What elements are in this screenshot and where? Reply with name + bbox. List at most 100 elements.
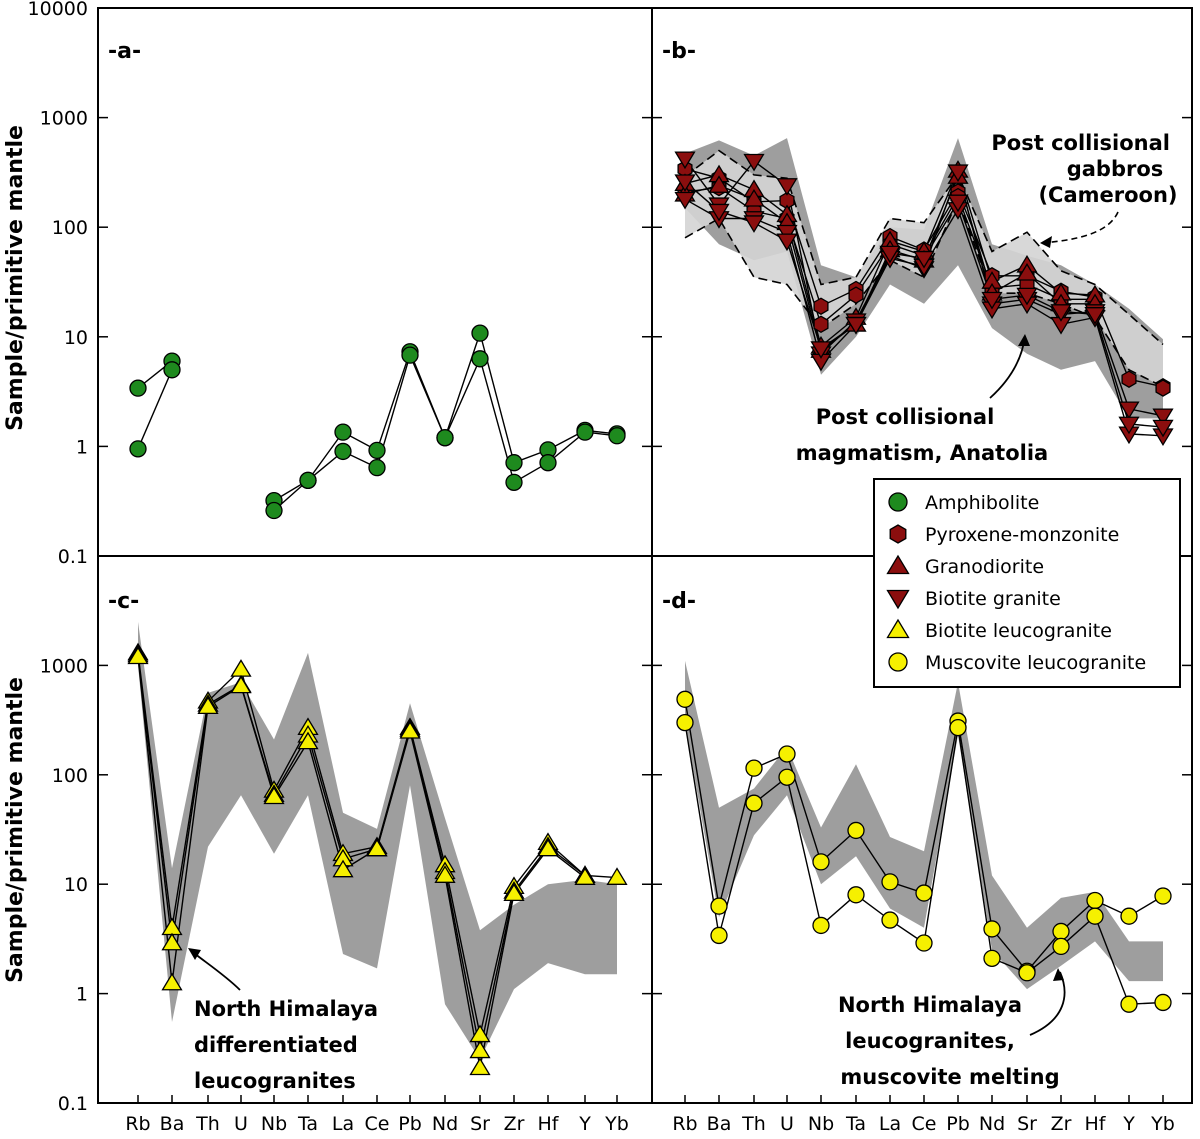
data-point-d-0-Y [1120, 907, 1138, 925]
data-point-b-3-Sr [1016, 262, 1038, 281]
data-point-a-1-Nb [265, 501, 283, 520]
data-point-b-4-Pb [947, 164, 969, 183]
data-point-b-4-U [776, 178, 798, 196]
range-outline-b-lower [684, 197, 1164, 388]
annotation-anatolia: Post collisional magmatism, Anatolia [796, 334, 1048, 465]
x-tick-label-d-Nd: Nd [979, 1113, 1005, 1135]
x-tick-label-d-Hf: Hf [1085, 1113, 1107, 1135]
legend: Amphibolite Pyroxene-monzonite Granodiorit… [873, 478, 1181, 688]
data-point-b-4-Y [1118, 401, 1140, 420]
y-tick-label-a-2: 10 [64, 327, 88, 349]
x-tick-label-c-Ce: Ce [365, 1113, 390, 1135]
data-point-b-4-Rb [674, 151, 696, 170]
data-point-d-1-U [778, 768, 796, 786]
y-tick-label-c-1: 1 [76, 984, 88, 1006]
legend-marker-4 [886, 618, 910, 639]
data-point-d-0-Ta [847, 821, 865, 840]
x-tick-label-c-Yb: Yb [604, 1113, 629, 1135]
data-point-d-0-Th [745, 759, 763, 777]
data-point-a-0-Rb [129, 379, 147, 397]
data-point-d-1-Th [745, 794, 763, 812]
y-tick-label-a-0: 0.1 [58, 546, 88, 568]
data-point-a-0-Zr [505, 454, 523, 472]
data-point-b-6-Ce [913, 250, 935, 269]
legend-box [873, 478, 1181, 688]
panel-label-d: -d- [662, 589, 696, 614]
data-point-b-1-Nb [813, 315, 829, 334]
y-axis-label-bottom: Sample/primitive mantle [3, 677, 28, 983]
annotation-gabbros-line3: (Cameroon) [1038, 183, 1177, 207]
y-tick-label-a-4: 1000 [40, 108, 88, 130]
annotation-gabbros-line1: Post collisional [991, 131, 1170, 155]
data-point-b-6-Sr [1016, 287, 1038, 306]
data-point-c-2-Th [197, 696, 219, 715]
data-point-d-1-Nb [812, 916, 830, 935]
data-point-a-1-Sr [471, 350, 489, 368]
data-point-c-2-U [230, 675, 252, 694]
x-tick-label-d-Pb: Pb [946, 1113, 970, 1135]
data-point-b-6-Y [1118, 416, 1140, 435]
data-point-b-1-Ta [848, 286, 864, 304]
legend-label-4: Biotite leucogranite [925, 620, 1112, 642]
x-tick-label-d-Th: Th [741, 1113, 766, 1135]
data-point-c-2-Ba [161, 972, 183, 991]
data-point-b-6-Ba [708, 203, 730, 222]
data-point-c-2-Pb [399, 721, 421, 739]
data-point-d-0-Nb [812, 853, 830, 871]
data-point-a-0-La [334, 423, 352, 441]
data-point-c-2-Rb [127, 646, 149, 665]
x-tick-label-d-Ta: Ta [845, 1113, 866, 1135]
legend-marker-0 [888, 492, 908, 512]
x-tick-label-d-Y: Y [1122, 1113, 1135, 1135]
annotation-himalaya-c-line3: leucogranites [194, 1069, 356, 1093]
data-point-a-1-Ta [299, 471, 317, 490]
data-point-d-0-Ce [915, 884, 933, 902]
annotation-himalaya-c-arrow [189, 949, 241, 991]
data-point-d-1-Yb [1154, 993, 1172, 1012]
y-tick-label-c-0: 0.1 [58, 1093, 88, 1115]
data-point-b-5-Rb [674, 191, 696, 210]
data-point-d-0-Yb [1154, 887, 1172, 905]
data-point-b-6-Nb [810, 341, 832, 359]
data-point-b-1-Yb [1155, 379, 1171, 397]
data-point-b-5-U [776, 224, 798, 243]
x-tick-label-c-Hf: Hf [538, 1113, 560, 1135]
data-point-d-1-Y [1120, 995, 1138, 1013]
x-tick-label-c-Pb: Pb [398, 1113, 422, 1135]
annotation-himalaya-c-arrowhead [188, 948, 201, 960]
legend-label-2: Granodiorite [925, 556, 1044, 578]
x-tick-label-d-Ba: Ba [707, 1113, 732, 1135]
legend-label-5: Muscovite leucogranite [925, 652, 1146, 674]
range-fill-d-0 [685, 660, 1163, 990]
annotation-anatolia-arrowhead [1018, 334, 1030, 346]
data-point-b-6-La [879, 245, 901, 264]
series-line-a-0-1 [273, 330, 618, 502]
data-point-a-1-Ce [368, 458, 386, 477]
data-point-d-1-Ba [710, 926, 728, 945]
data-point-a-1-Pb [401, 346, 419, 364]
panel-label-b: -b- [662, 39, 696, 64]
data-point-a-1-Rb [129, 440, 147, 458]
data-point-b-6-U [776, 233, 798, 252]
range-outline-b-upper [684, 149, 1164, 346]
data-point-c-2-Ce [366, 838, 388, 857]
x-tick-label-c-Sr: Sr [470, 1113, 490, 1135]
data-point-b-3-Ba [708, 175, 730, 193]
y-axis-label-top: Sample/primitive mantle [3, 125, 28, 431]
data-point-b-6-Yb [1152, 419, 1174, 438]
data-point-c-2-Zr [503, 883, 525, 902]
data-point-d-1-Nd [983, 949, 1001, 967]
data-point-c-2-Nb [263, 786, 285, 805]
data-point-d-1-Hf [1086, 907, 1104, 925]
annotation-gabbros-line2: gabbros [1067, 157, 1164, 181]
data-point-d-0-Nd [983, 920, 1001, 938]
x-tick-label-d-La: La [879, 1113, 901, 1135]
y-tick-label-c-2: 10 [64, 874, 88, 896]
data-point-b-6-Nd [981, 291, 1003, 310]
annotation-himalaya-d-line2: leucogranites, [845, 1029, 1015, 1053]
legend-marker-3 [886, 589, 910, 610]
x-tick-label-d-Sr: Sr [1017, 1113, 1037, 1135]
data-point-a-1-Hf [539, 454, 557, 472]
x-tick-label-c-La: La [332, 1113, 354, 1135]
